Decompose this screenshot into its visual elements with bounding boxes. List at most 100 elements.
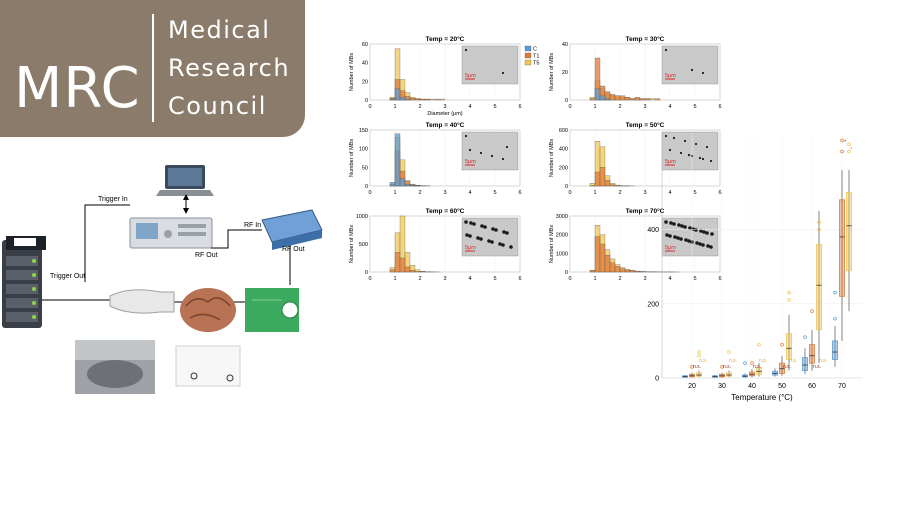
y-axis-label: Number of MBs <box>349 53 355 91</box>
x-tick-label: 40 <box>748 383 756 390</box>
x-tick-label: 5 <box>493 104 496 110</box>
x-tick-label: 0 <box>568 104 571 110</box>
histogram-bar <box>629 98 636 101</box>
microbubble-dot <box>664 220 668 224</box>
histogram-bar <box>619 95 626 101</box>
x-tick-label: 50 <box>778 383 786 390</box>
microbubble-dot <box>465 233 469 237</box>
outlier-point <box>780 342 784 347</box>
significance-label: n.s. <box>729 358 737 364</box>
outlier-point <box>817 220 821 224</box>
microbubble-dot <box>664 48 668 52</box>
histogram-bar <box>624 97 631 101</box>
outlier-point <box>847 149 851 154</box>
x-tick-label: 0 <box>368 276 371 282</box>
legend-swatch <box>524 45 532 52</box>
microbubble-dot <box>509 245 513 249</box>
x-tick-label: 0 <box>568 190 571 196</box>
outlier-point <box>847 142 851 146</box>
acoustic-image-icon <box>75 340 155 394</box>
histogram-panel: Temp = 30°C 0 1 2 3 4 5 6 0 20 40 Number of MBs 5μm <box>549 35 722 110</box>
x-tick-label: 2 <box>618 104 621 110</box>
y-tick-label: 2000 <box>556 233 568 239</box>
histogram-bar <box>604 255 611 273</box>
x-tick-label: 4 <box>468 190 471 196</box>
microbubble-dot <box>699 229 703 233</box>
y-tick-label: 40 <box>362 61 368 67</box>
histogram-bar <box>399 257 406 273</box>
box <box>696 372 702 377</box>
box <box>846 191 852 271</box>
x-tick-label: 1 <box>593 190 596 196</box>
y-tick-label: 200 <box>559 165 568 171</box>
microbubble-dot <box>698 242 702 246</box>
box <box>816 243 822 331</box>
trigger-in-label: Trigger In <box>98 196 128 203</box>
y-tick-label: 3000 <box>556 214 568 220</box>
x-tick-label: 3 <box>443 190 446 196</box>
y-axis-label: Number of MBs <box>349 225 355 263</box>
microbubble-dot <box>479 151 483 155</box>
outlier-point <box>833 290 837 295</box>
microbubble-dot <box>476 236 480 240</box>
x-tick-label: 2 <box>618 276 621 282</box>
y-tick-label: 0 <box>565 184 568 190</box>
microbubble-dot <box>683 139 687 143</box>
microbubble-dot <box>469 221 473 225</box>
logo-abbreviation: MRC <box>14 56 141 121</box>
significance-label: n.s. <box>723 364 731 370</box>
x-axis-label: Diameter (μm) <box>427 111 462 117</box>
setup-drawing <box>2 165 323 394</box>
histogram-bar <box>624 269 631 273</box>
microbubble-dot <box>505 231 509 235</box>
legend-label: T5 <box>533 61 539 67</box>
microbubble-dot <box>472 222 476 226</box>
histogram-bar <box>389 182 396 187</box>
significance-label: n.s. <box>759 358 767 364</box>
y-tick-label: 40 <box>562 42 568 48</box>
microbubble-dot <box>687 153 691 157</box>
microbubble-dot <box>701 243 705 247</box>
legend-label: C <box>533 47 537 53</box>
histogram-bar <box>394 133 401 187</box>
microbubble-dot <box>672 222 676 226</box>
histogram-bar <box>419 98 426 101</box>
outlier-point <box>840 149 844 154</box>
histogram-bar <box>389 98 396 101</box>
microscopy-inset <box>461 131 519 171</box>
microbubble-dot <box>695 241 699 245</box>
microbubble-dot <box>468 234 472 238</box>
y-tick-label: 0 <box>365 270 368 276</box>
histogram-bar <box>389 269 396 273</box>
histogram-bar <box>604 98 611 101</box>
histogram-bar <box>619 268 626 273</box>
histogram-bar <box>404 266 411 273</box>
x-tick-label: 6 <box>718 190 721 196</box>
histogram-bar <box>409 270 416 273</box>
x-tick-label: 4 <box>668 104 671 110</box>
histogram-title: Temp = 40°C <box>426 121 465 129</box>
y-tick-label: 0 <box>655 376 659 383</box>
histogram-bar <box>649 98 656 101</box>
microbubble-dot <box>498 242 502 246</box>
brain-icon <box>180 288 236 332</box>
histogram-bar <box>609 262 616 273</box>
microbubble-dot <box>501 71 505 75</box>
microbubble-dot <box>705 145 709 149</box>
y-axis-label: Number of MBs <box>549 225 555 263</box>
x-tick-label: 5 <box>493 276 496 282</box>
outlier-point <box>743 361 747 365</box>
scale-bar-label: 5μm <box>465 159 476 165</box>
microbubble-dot <box>487 239 491 243</box>
histogram-bar <box>639 98 646 101</box>
histogram-bar <box>424 98 431 101</box>
histogram-bar <box>594 171 601 187</box>
signal-generator-icon <box>129 217 213 249</box>
microbubble-dot <box>679 237 683 241</box>
logo-line-medical: Medical <box>168 16 271 44</box>
significance-label: n.s. <box>813 364 821 370</box>
